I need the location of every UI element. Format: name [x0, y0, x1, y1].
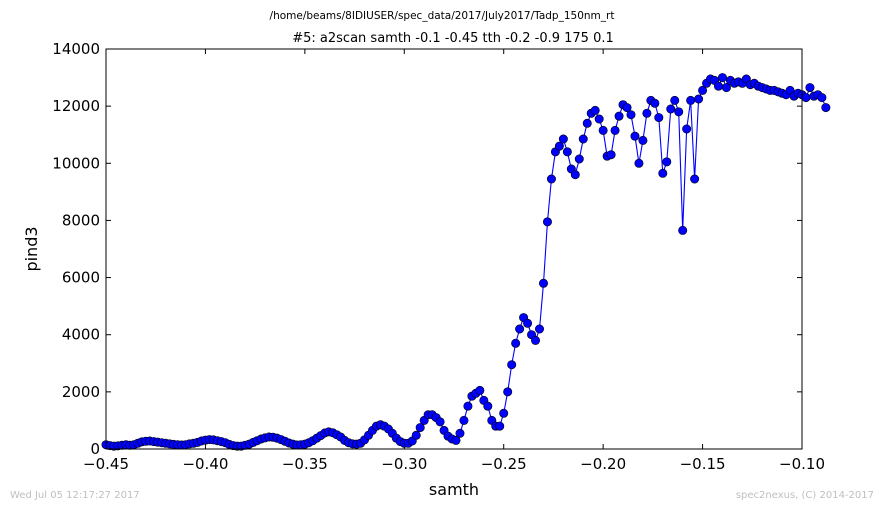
x-tick-label: −0.40 [182, 455, 228, 473]
ticks-layer: −0.45 −0.40 −0.35 −0.30 −0.25 −0.20 −0.15 −0.10… [52, 40, 825, 473]
data-point [455, 428, 465, 438]
data-point [499, 408, 509, 418]
data-point [590, 105, 600, 115]
x-tick-label: −0.25 [481, 455, 527, 473]
data-point [582, 118, 592, 128]
chart-suptitle: /home/beams/8IDIUSER/spec_data/2017/July… [270, 10, 615, 22]
data-point [678, 225, 688, 235]
data-point [475, 385, 485, 395]
y-tick-label: 8000 [62, 211, 100, 229]
data-point [570, 170, 580, 180]
x-tick-label: −0.15 [680, 455, 726, 473]
data-point [721, 83, 731, 93]
data-layer [101, 73, 831, 451]
data-point [654, 113, 664, 123]
data-point [531, 335, 541, 345]
data-point [463, 401, 473, 411]
data-point [674, 107, 684, 117]
data-point [634, 158, 644, 168]
data-point [698, 85, 708, 95]
data-point [801, 93, 811, 103]
data-point [658, 168, 668, 178]
data-point [562, 147, 572, 157]
data-point [642, 108, 652, 118]
data-point [523, 318, 533, 328]
data-point [546, 174, 556, 184]
y-tick-label: 2000 [62, 383, 100, 401]
data-point [515, 324, 525, 334]
data-point [817, 93, 827, 103]
chart-title: #5: a2scan samth -0.1 -0.45 tth -0.2 -0.… [292, 31, 614, 46]
data-point [495, 421, 505, 431]
data-point [686, 95, 696, 105]
y-tick-label: 6000 [62, 269, 100, 287]
data-point [507, 360, 517, 370]
data-point [542, 217, 552, 227]
x-tick-label: −0.20 [580, 455, 626, 473]
data-point [630, 131, 640, 141]
x-axis-label: samth [429, 480, 479, 499]
data-point [717, 73, 727, 83]
data-point [606, 150, 616, 160]
data-point [451, 435, 461, 445]
x-tick-label: −0.30 [381, 455, 427, 473]
data-point [694, 94, 704, 104]
data-point [690, 174, 700, 184]
data-point [598, 125, 608, 135]
data-point [415, 423, 425, 433]
y-tick-label: 4000 [62, 326, 100, 344]
data-point [538, 278, 548, 288]
data-point [670, 95, 680, 105]
data-point [459, 415, 469, 425]
data-point [554, 141, 564, 151]
data-point [622, 103, 632, 113]
x-tick-label: −0.35 [282, 455, 328, 473]
data-point [535, 324, 545, 334]
data-point [594, 114, 604, 124]
x-tick-label: −0.45 [83, 455, 129, 473]
data-point [503, 387, 513, 397]
footer-credit: spec2nexus, (C) 2014-2017 [736, 490, 874, 501]
data-point [614, 111, 624, 121]
data-point [713, 81, 723, 91]
data-point [821, 103, 831, 113]
data-point [578, 134, 588, 144]
data-point [666, 104, 676, 114]
data-point [435, 417, 445, 427]
y-tick-label: 10000 [52, 154, 100, 172]
data-point [650, 98, 660, 108]
x-tick-label: −0.10 [779, 455, 825, 473]
y-tick-label: 12000 [52, 97, 100, 115]
data-point [662, 157, 672, 167]
data-point [511, 338, 521, 348]
series-line [105, 76, 827, 447]
data-point [610, 125, 620, 135]
data-point [411, 430, 421, 440]
footer-timestamp: Wed Jul 05 12:17:27 2017 [10, 490, 140, 501]
y-tick-label: 14000 [52, 40, 100, 58]
data-point [805, 83, 815, 93]
y-axis-label: pind3 [22, 226, 41, 271]
data-point [558, 134, 568, 144]
plot-frame [105, 48, 803, 450]
y-tick-label: 0 [90, 440, 100, 458]
data-point [574, 154, 584, 164]
data-point [638, 135, 648, 145]
data-point [626, 110, 636, 120]
data-point [682, 124, 692, 134]
data-point [483, 401, 493, 411]
